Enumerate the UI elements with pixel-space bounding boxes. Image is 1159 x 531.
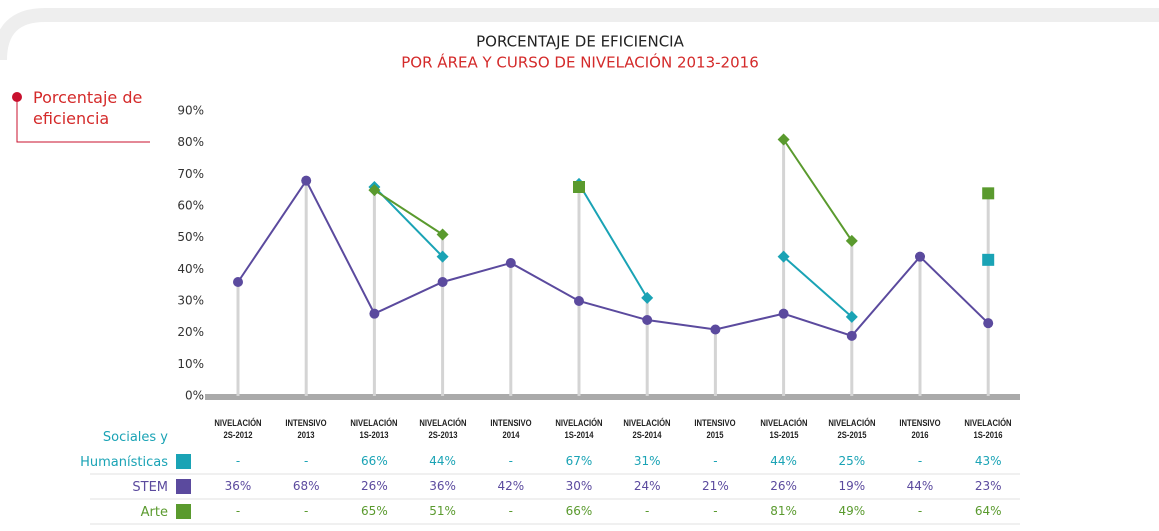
point [777, 133, 790, 146]
value-label: 23% [974, 479, 1002, 493]
point [573, 181, 585, 193]
y-tick-label: 30% [177, 294, 204, 308]
value-label: 21% [702, 479, 729, 493]
y-tick-label: 40% [177, 262, 204, 276]
value-label: 66% [565, 504, 593, 518]
legend-swatch [176, 454, 191, 469]
value-label: 67% [565, 454, 593, 468]
value-label: 26% [361, 479, 388, 493]
legend-label: Porcentaje de eficiencia [33, 88, 143, 128]
x-tick-label: NIVELACIÓN 2S-2015 [828, 418, 876, 440]
series-name: Arte [140, 505, 168, 520]
point [777, 250, 790, 263]
y-tick-label: 60% [177, 199, 204, 213]
point [845, 310, 858, 323]
value-label: - [235, 504, 241, 518]
value-label: 65% [361, 504, 388, 518]
series-name: STEM [132, 480, 168, 495]
value-label: - [235, 454, 241, 468]
x-tick-label: NIVELACIÓN 1S-2014 [555, 418, 603, 440]
series-line [374, 184, 988, 317]
point [845, 234, 858, 247]
value-label: 44% [429, 454, 456, 468]
value-label: 49% [838, 504, 866, 518]
x-tick-label: NIVELACIÓN 1S-2015 [759, 418, 808, 440]
value-label: 30% [565, 479, 593, 493]
value-label: 25% [838, 454, 866, 468]
value-label: 81% [770, 504, 797, 518]
y-tick-label: 50% [177, 230, 204, 244]
x-tick-label: NIVELACIÓN 1S-2016 [964, 418, 1012, 440]
y-tick-label: 80% [177, 135, 204, 149]
value-label: - [917, 454, 923, 468]
point [983, 318, 994, 329]
value-label: 26% [770, 479, 797, 493]
value-label: 42% [497, 479, 525, 493]
value-label: - [713, 504, 718, 518]
value-label: 44% [906, 479, 934, 493]
legend-swatch [176, 504, 191, 519]
baseline [205, 394, 1020, 400]
chart-subtitle: POR ÁREA Y CURSO DE NIVELACIÓN 2013-2016 [401, 53, 758, 72]
point [982, 253, 995, 266]
value-label: 24% [633, 479, 661, 493]
point [369, 308, 380, 319]
value-label: - [304, 504, 309, 518]
value-label: 64% [974, 504, 1002, 518]
series-line [374, 140, 988, 241]
value-label: 51% [429, 504, 456, 518]
point [915, 251, 925, 262]
x-tick-label: INTENSIVO 2015 [694, 418, 737, 440]
value-label: 44% [770, 454, 797, 468]
y-tick-label: 70% [177, 167, 204, 181]
value-label: 68% [292, 479, 320, 493]
y-tick-label: 10% [177, 357, 204, 371]
point [982, 187, 995, 200]
point [641, 291, 654, 304]
y-tick-label: 20% [177, 325, 204, 339]
value-label: 43% [974, 454, 1002, 468]
value-label: 36% [224, 479, 252, 493]
point [505, 258, 516, 268]
point [437, 277, 448, 287]
x-tick-label: NIVELACIÓN 2S-2014 [623, 418, 671, 440]
value-label: - [713, 454, 718, 468]
series-name: Sociales y Humanísticas [80, 430, 168, 470]
x-tick-label: INTENSIVO 2013 [285, 418, 327, 440]
x-tick-label: NIVELACIÓN 1S-2013 [350, 418, 398, 440]
point [778, 308, 789, 319]
point [574, 296, 584, 306]
point [301, 175, 312, 186]
legend-swatch [176, 479, 191, 494]
point [233, 277, 243, 287]
x-tick-label: INTENSIVO 2014 [490, 418, 532, 440]
card-edge [0, 8, 1159, 61]
series-line [237, 178, 989, 337]
x-tick-label: NIVELACIÓN 2S-2012 [214, 418, 262, 440]
value-label: - [508, 454, 513, 468]
value-label: - [304, 454, 309, 468]
point [436, 228, 449, 241]
value-label: - [645, 504, 650, 518]
y-tick-label: 90% [177, 104, 204, 118]
legend-line [16, 97, 150, 143]
point [368, 184, 381, 197]
value-label: 19% [838, 479, 866, 493]
x-tick-label: INTENSIVO 2016 [899, 418, 941, 440]
value-label: 31% [633, 454, 661, 468]
value-label: - [917, 504, 923, 518]
x-tick-label: NIVELACIÓN 2S-2013 [418, 418, 467, 440]
point [846, 330, 857, 341]
chart-title: PORCENTAJE DE EFICIENCIA [476, 33, 684, 51]
y-tick-label: 0% [185, 389, 204, 403]
point [710, 324, 721, 335]
point [436, 250, 449, 263]
point [642, 315, 653, 325]
value-label: 36% [429, 479, 456, 493]
value-label: - [508, 504, 513, 518]
value-label: 66% [361, 454, 388, 468]
